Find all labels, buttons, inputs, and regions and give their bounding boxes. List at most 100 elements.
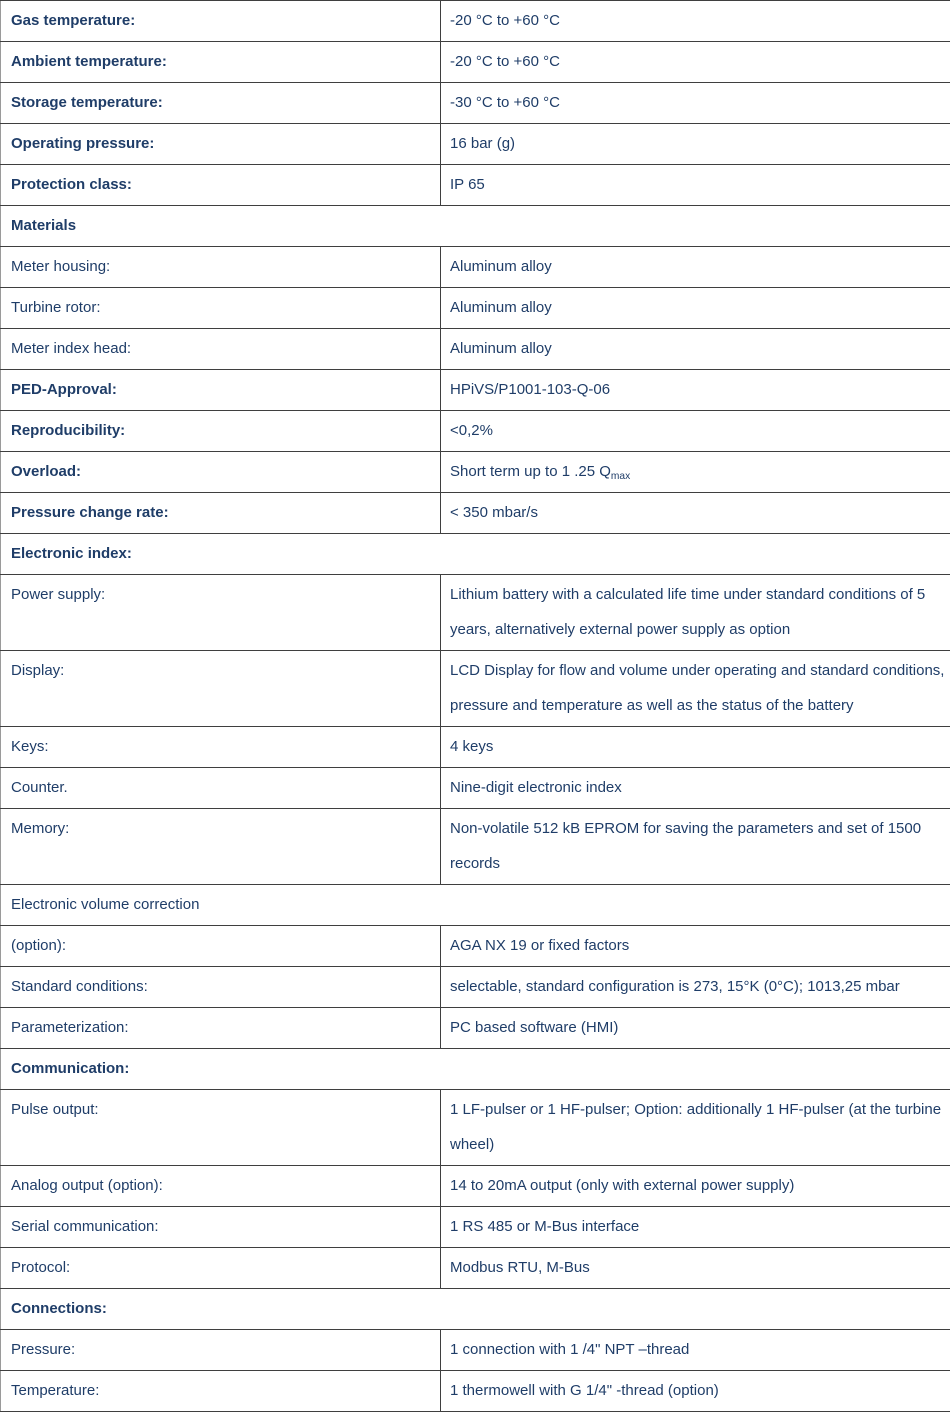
spec-value-text: LCD Display for flow and volume under op… [450, 651, 950, 726]
section-header-label: Communication: [1, 1049, 950, 1090]
spec-label-cell: Overload: [1, 452, 441, 493]
section-header-text: Connections: [11, 1289, 950, 1329]
spec-row: Meter index head:Aluminum alloy [1, 329, 950, 370]
spec-label-text: Keys: [11, 727, 440, 767]
spec-value-cell: 1 connection with 1 /4" NPT –thread [441, 1330, 950, 1371]
spec-value-text: PC based software (HMI) [450, 1008, 950, 1048]
spec-label-text: (option): [11, 926, 440, 966]
spec-label-cell: Standard conditions: [1, 967, 441, 1008]
spec-row: Power supply:Lithium battery with a calc… [1, 575, 950, 651]
spec-label-cell: Serial communication: [1, 1207, 441, 1248]
spec-value-cell: Short term up to 1 .25 Qmax [441, 452, 950, 493]
spec-label-text: Standard conditions: [11, 967, 440, 1007]
spec-label-text: Serial communication: [11, 1207, 440, 1247]
spec-value-text: Aluminum alloy [450, 247, 950, 287]
section-header-text: Materials [11, 206, 950, 246]
section-header-label: Materials [1, 206, 950, 247]
spec-value-text: Aluminum alloy [450, 329, 950, 369]
spec-row: Counter.Nine-digit electronic index [1, 768, 950, 809]
section-header-row: Electronic index: [1, 534, 950, 575]
spec-label-cell: Memory: [1, 809, 441, 885]
spec-label-cell: Turbine rotor: [1, 288, 441, 329]
spec-value-cell: Nine-digit electronic index [441, 768, 950, 809]
spec-row: Meter housing:Aluminum alloy [1, 247, 950, 288]
spec-row: Temperature:1 thermowell with G 1/4" -th… [1, 1371, 950, 1412]
spec-label-cell: Protection class: [1, 165, 441, 206]
spec-label-cell: Pressure change rate: [1, 493, 441, 534]
spec-value-cell: 16 bar (g) [441, 124, 950, 165]
spec-value-text: 1 thermowell with G 1/4" -thread (option… [450, 1371, 950, 1411]
spec-value-text: AGA NX 19 or fixed factors [450, 926, 950, 966]
spec-label-text: Ambient temperature: [11, 42, 440, 82]
spec-label-text: Pressure: [11, 1330, 440, 1370]
spec-value-cell: Aluminum alloy [441, 329, 950, 370]
spec-label-cell: Parameterization: [1, 1008, 441, 1049]
spec-value-text: 1 connection with 1 /4" NPT –thread [450, 1330, 950, 1370]
spec-label-cell: Temperature: [1, 1371, 441, 1412]
spec-row: Gas temperature:-20 °C to +60 °C [1, 1, 950, 42]
spec-label-text: Protocol: [11, 1248, 440, 1288]
spec-value-text: HPiVS/P1001-103-Q-06 [450, 370, 950, 410]
spec-row: Pressure change rate:< 350 mbar/s [1, 493, 950, 534]
section-header-text: Communication: [11, 1049, 950, 1089]
spec-label-cell: PED-Approval: [1, 370, 441, 411]
spec-row: Turbine rotor:Aluminum alloy [1, 288, 950, 329]
spec-label-text: Memory: [11, 809, 440, 849]
spec-value-cell: -30 °C to +60 °C [441, 83, 950, 124]
spec-row: Analog output (option):14 to 20mA output… [1, 1166, 950, 1207]
section-header-label: Electronic volume correction [1, 885, 950, 926]
spec-label-cell: Analog output (option): [1, 1166, 441, 1207]
spec-label-cell: Operating pressure: [1, 124, 441, 165]
spec-value-text: < 350 mbar/s [450, 493, 950, 533]
spec-label-text: Protection class: [11, 165, 440, 205]
spec-value-cell: 4 keys [441, 727, 950, 768]
spec-row: Standard conditions:selectable, standard… [1, 967, 950, 1008]
spec-label-text: Display: [11, 651, 440, 691]
spec-row: Keys:4 keys [1, 727, 950, 768]
spec-value-text: Lithium battery with a calculated life t… [450, 575, 950, 650]
spec-value-text: Non-volatile 512 kB EPROM for saving the… [450, 809, 950, 884]
spec-value-text: <0,2% [450, 411, 950, 451]
spec-value-cell: Non-volatile 512 kB EPROM for saving the… [441, 809, 950, 885]
section-header-text: Electronic volume correction [11, 885, 950, 925]
spec-label-cell: Meter housing: [1, 247, 441, 288]
spec-value-text: selectable, standard configuration is 27… [450, 967, 950, 1007]
spec-label-cell: Meter index head: [1, 329, 441, 370]
spec-label-text: Analog output (option): [11, 1166, 440, 1206]
spec-label-text: Reproducibility: [11, 411, 440, 451]
spec-label-cell: Pulse output: [1, 1090, 441, 1166]
spec-value-text: 16 bar (g) [450, 124, 950, 164]
spec-label-text: Meter housing: [11, 247, 440, 287]
spec-label-text: Turbine rotor: [11, 288, 440, 328]
spec-row: Pressure:1 connection with 1 /4" NPT –th… [1, 1330, 950, 1371]
spec-value-cell: <0,2% [441, 411, 950, 452]
spec-value-text: -20 °C to +60 °C [450, 1, 950, 41]
spec-value-text: 14 to 20mA output (only with external po… [450, 1166, 950, 1206]
spec-label-cell: Counter. [1, 768, 441, 809]
spec-label-cell: Reproducibility: [1, 411, 441, 452]
spec-value-text: 1 RS 485 or M-Bus interface [450, 1207, 950, 1247]
spec-value-cell: IP 65 [441, 165, 950, 206]
spec-value-cell: -20 °C to +60 °C [441, 42, 950, 83]
spec-value-cell: PC based software (HMI) [441, 1008, 950, 1049]
spec-row: Memory:Non-volatile 512 kB EPROM for sav… [1, 809, 950, 885]
spec-value-text: IP 65 [450, 165, 950, 205]
spec-value-text: Short term up to 1 .25 Qmax [450, 452, 950, 492]
spec-row: Serial communication:1 RS 485 or M-Bus i… [1, 1207, 950, 1248]
spec-label-cell: Display: [1, 651, 441, 727]
section-header-label: Connections: [1, 1289, 950, 1330]
spec-value-text: Modbus RTU, M-Bus [450, 1248, 950, 1288]
spec-label-cell: (option): [1, 926, 441, 967]
spec-label-cell: Storage temperature: [1, 83, 441, 124]
spec-row: Protocol:Modbus RTU, M-Bus [1, 1248, 950, 1289]
spec-label-text: Pulse output: [11, 1090, 440, 1130]
spec-label-text: Power supply: [11, 575, 440, 615]
spec-value-cell: AGA NX 19 or fixed factors [441, 926, 950, 967]
spec-value-cell: HPiVS/P1001-103-Q-06 [441, 370, 950, 411]
spec-value-cell: Aluminum alloy [441, 288, 950, 329]
section-header-row: Materials [1, 206, 950, 247]
spec-value-cell: 1 RS 485 or M-Bus interface [441, 1207, 950, 1248]
spec-row: Overload:Short term up to 1 .25 Qmax [1, 452, 950, 493]
spec-value-cell: 1 thermowell with G 1/4" -thread (option… [441, 1371, 950, 1412]
spec-row: Parameterization:PC based software (HMI) [1, 1008, 950, 1049]
